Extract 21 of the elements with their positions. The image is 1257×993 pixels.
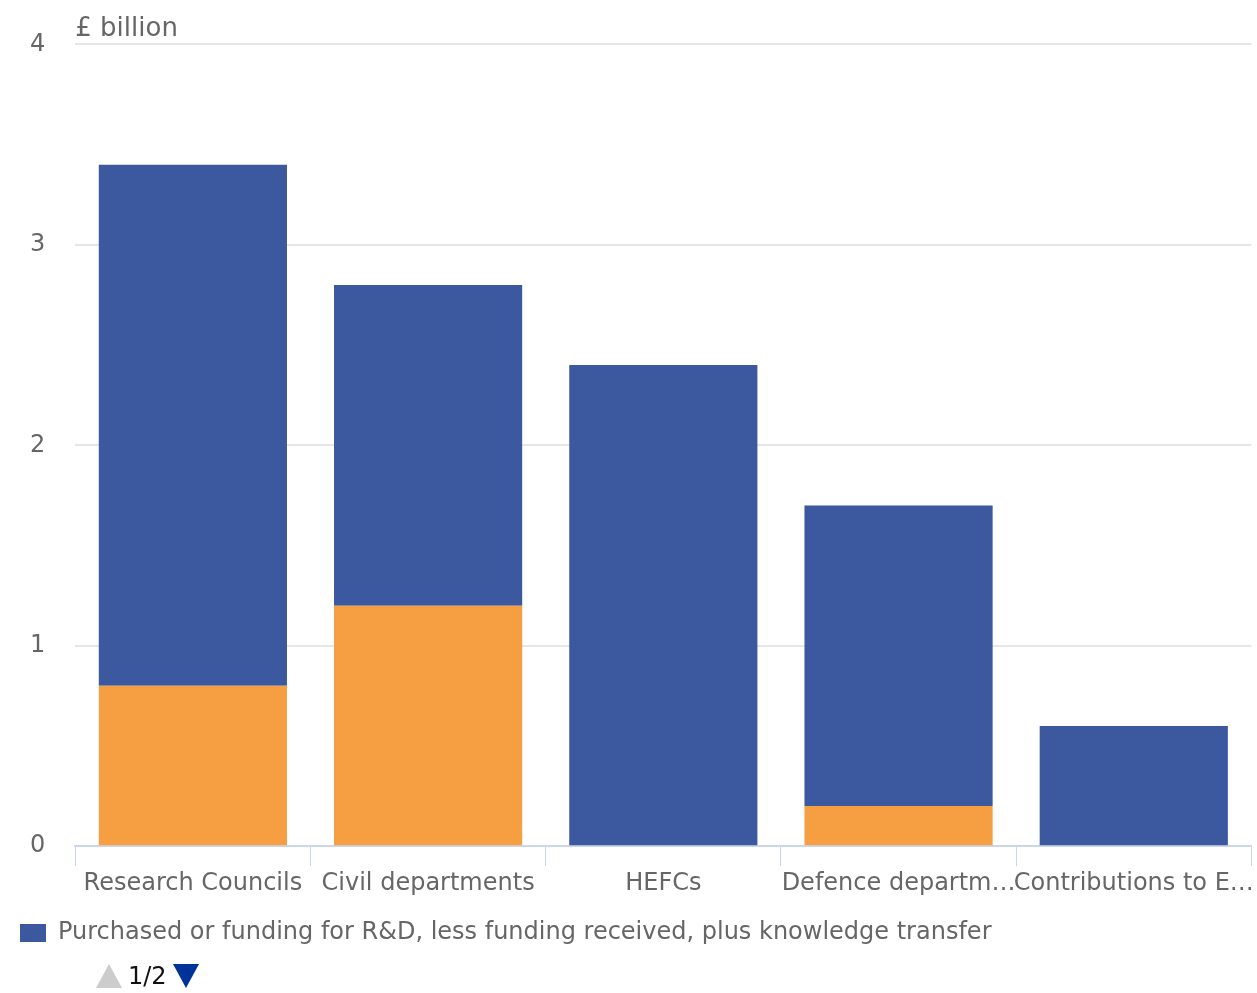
x-tick-label: Defence departm… [781, 867, 1016, 896]
bar [1039, 725, 1228, 846]
bar [98, 685, 287, 846]
legend-label: Purchased or funding for R&D, less funding received, plus knowledge transfer [58, 917, 992, 946]
x-tick-label: HEFCs [625, 867, 702, 896]
y-tick-label: 4 [29, 28, 46, 57]
x-tick-label: Contributions to E… [1013, 867, 1254, 896]
bar [334, 284, 523, 606]
bar [98, 164, 287, 686]
bar [804, 806, 993, 846]
bar [804, 505, 993, 807]
x-tick-label: Civil departments [321, 867, 535, 896]
y-tick-label: 3 [29, 229, 46, 258]
y-tick-label: 2 [29, 429, 46, 458]
bar [569, 365, 758, 846]
y-tick-label: 0 [29, 830, 46, 859]
text: 1/2 [128, 962, 167, 990]
bar [334, 605, 523, 846]
x-tick-label: Research Councils [83, 867, 303, 896]
y-axis-title: £ billion [75, 12, 178, 43]
y-tick-label: 1 [29, 629, 46, 658]
